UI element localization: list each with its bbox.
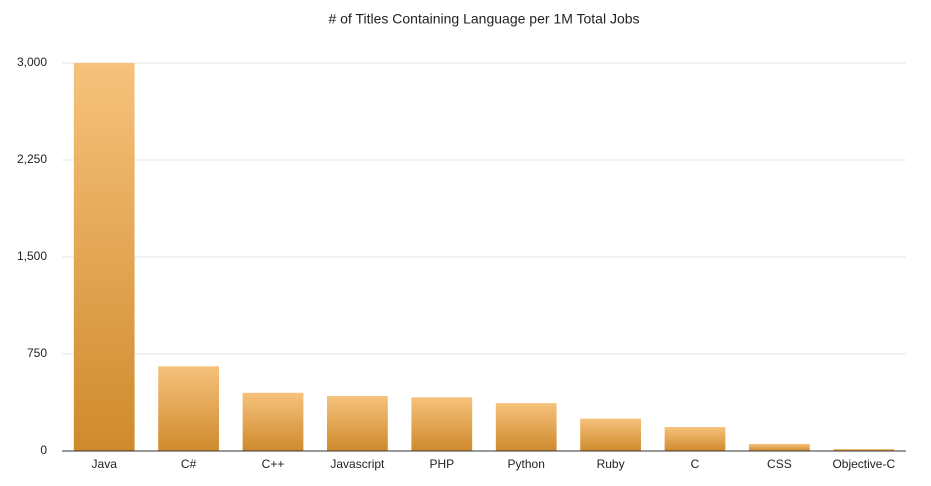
x-tick-label: CSS	[767, 457, 792, 471]
x-tick-label: Javascript	[330, 457, 385, 471]
bar	[664, 427, 726, 451]
x-tick-label: PHP	[429, 457, 454, 471]
x-tick-label: Java	[92, 457, 118, 471]
y-tick-label: 2,250	[17, 152, 47, 166]
x-tick-label: C++	[262, 457, 285, 471]
bar	[833, 449, 895, 451]
x-tick-label: C#	[181, 457, 197, 471]
y-tick-label: 0	[40, 443, 47, 457]
bar	[411, 397, 473, 451]
y-tick-label: 3,000	[17, 55, 47, 69]
bar	[158, 366, 219, 451]
y-tick-label: 1,500	[17, 249, 47, 263]
y-tick-label: 750	[27, 346, 47, 360]
bar	[495, 403, 557, 451]
x-tick-label: Objective-C	[832, 457, 895, 471]
bar	[749, 443, 810, 451]
bar	[327, 396, 388, 451]
bar	[242, 392, 304, 451]
x-tick-label: Ruby	[597, 457, 625, 471]
x-tick-label: Python	[508, 457, 545, 471]
x-tick-label: C	[691, 457, 700, 471]
bar	[73, 63, 135, 451]
chart-title: # of Titles Containing Language per 1M T…	[328, 11, 639, 27]
bar	[580, 418, 641, 451]
